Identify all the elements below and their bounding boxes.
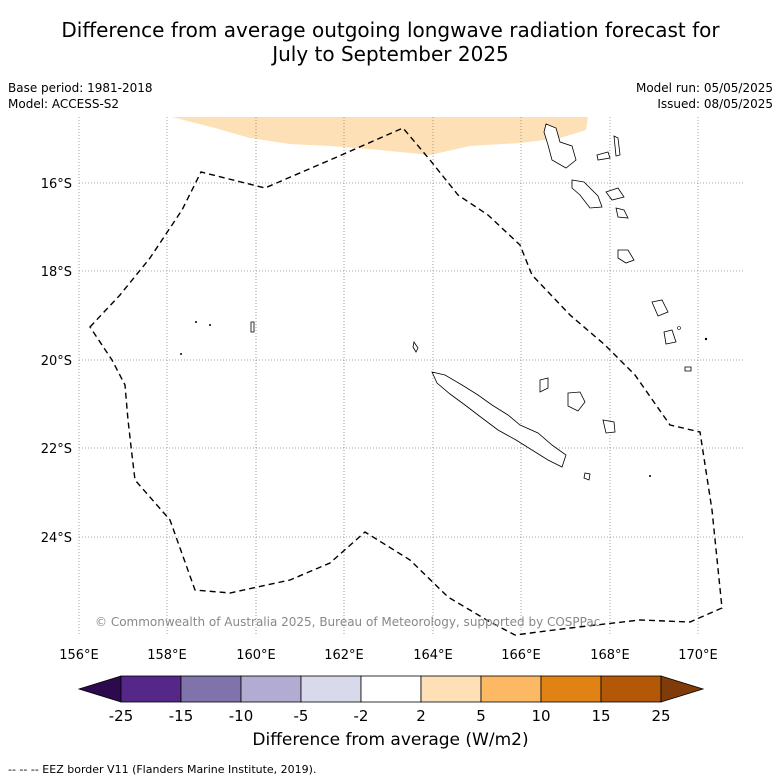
colorbar-bin: [120, 675, 182, 703]
lat-tick-label: 20°S: [41, 354, 72, 369]
colorbar-label: Difference from average (W/m2): [252, 730, 529, 750]
chesterfield-reef: [250, 321, 255, 333]
colorbar-tick-label: 5: [476, 707, 486, 725]
colorbar-bin: [180, 675, 242, 703]
vanuatu-island: [605, 187, 625, 201]
colorbar-tick-label: -25: [109, 707, 134, 725]
new-caledonia-island: [431, 371, 567, 468]
loyalty-island-lifou: [567, 391, 586, 412]
colorbar-ticks: -25 -15 -10 -5 -2 2 5 10 15 25: [109, 707, 671, 725]
islet: [195, 321, 197, 323]
malekula-island: [571, 179, 603, 209]
espiritu-santo-island: [543, 123, 577, 169]
colorbar-extend-high: [660, 675, 705, 703]
lon-tick-label: 162°E: [324, 648, 364, 663]
lon-tick-label: 158°E: [147, 648, 187, 663]
islet: [209, 324, 211, 326]
colorbar-bin: [300, 675, 362, 703]
colorbar-tick-label: -10: [229, 707, 254, 725]
colorbar-bin: [420, 675, 482, 703]
colorbar-bin: [360, 675, 422, 703]
meta-left: Base period: 1981-2018 Model: ACCESS-S2: [8, 80, 153, 112]
islet: [649, 475, 651, 477]
vanuatu-island: [596, 151, 611, 161]
vanuatu-island: [615, 207, 629, 219]
vanuatu-island: [613, 135, 621, 157]
erromango-island: [651, 299, 669, 317]
colorbar-bin: [240, 675, 302, 703]
gridlines: [78, 117, 743, 635]
copyright-notice: © Commonwealth of Australia 2025, Bureau…: [95, 615, 600, 629]
colorbar-tick-label: 10: [531, 707, 550, 725]
aneityum-island: [684, 366, 692, 372]
lon-tick-label: 164°E: [413, 648, 453, 663]
colorbar-bin: [540, 675, 602, 703]
lat-tick-labels: 16°S 18°S 20°S 22°S 24°S: [41, 177, 72, 546]
lat-tick-label: 18°S: [41, 265, 72, 280]
colorbar-extend-low: [77, 675, 122, 703]
colorbar-tick-label: 15: [591, 707, 610, 725]
base-period: Base period: 1981-2018: [8, 81, 153, 95]
islet: [677, 326, 681, 330]
meta-right: Model run: 05/05/2025 Issued: 08/05/2025: [636, 80, 773, 112]
chart-title: Difference from average outgoing longwav…: [0, 18, 781, 66]
colorbar-tick-label: -15: [169, 707, 194, 725]
colorbar-bin: [600, 675, 662, 703]
issued-date: Issued: 08/05/2025: [657, 97, 773, 111]
colorbar-tick-label: 25: [651, 707, 670, 725]
map-frame: [79, 117, 743, 635]
lon-tick-label: 166°E: [501, 648, 541, 663]
map-plot-area: [78, 117, 743, 636]
colorbar: [77, 675, 705, 703]
lon-tick-label: 156°E: [59, 648, 99, 663]
tanna-island: [663, 329, 677, 345]
title-line-2: July to September 2025: [272, 42, 509, 66]
title-line-1: Difference from average outgoing longwav…: [61, 18, 720, 42]
anomaly-shading: [172, 117, 588, 155]
lon-tick-labels: 156°E 158°E 160°E 162°E 164°E 166°E 168°…: [59, 648, 718, 663]
islet: [704, 337, 708, 341]
colorbar-tick-label: -5: [294, 707, 309, 725]
belep-islands: [412, 340, 419, 353]
colorbar-bin: [480, 675, 542, 703]
lon-tick-label: 168°E: [590, 648, 630, 663]
loyalty-island-ouvea: [539, 377, 549, 393]
colorbar-tick-label: 2: [416, 707, 426, 725]
lat-tick-label: 24°S: [41, 531, 72, 546]
colorbar-tick-label: -2: [354, 707, 369, 725]
isle-of-pines: [583, 472, 591, 481]
islet: [180, 353, 182, 355]
eez-border: [89, 127, 723, 636]
model-run: Model run: 05/05/2025: [635, 81, 773, 95]
eez-legend-note: -- -- -- EEZ border V11 (Flanders Marine…: [8, 763, 317, 776]
efate-island: [617, 249, 635, 264]
lat-tick-label: 16°S: [41, 177, 72, 192]
lat-tick-label: 22°S: [41, 442, 72, 457]
lon-tick-label: 170°E: [678, 648, 718, 663]
loyalty-island-mare: [602, 419, 616, 434]
lon-tick-label: 160°E: [236, 648, 276, 663]
model-name: Model: ACCESS-S2: [8, 97, 120, 111]
